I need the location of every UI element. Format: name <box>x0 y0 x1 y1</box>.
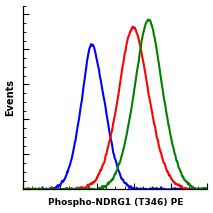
X-axis label: Phospho-NDRG1 (T346) PE: Phospho-NDRG1 (T346) PE <box>48 199 183 207</box>
Y-axis label: Events: Events <box>6 79 16 116</box>
